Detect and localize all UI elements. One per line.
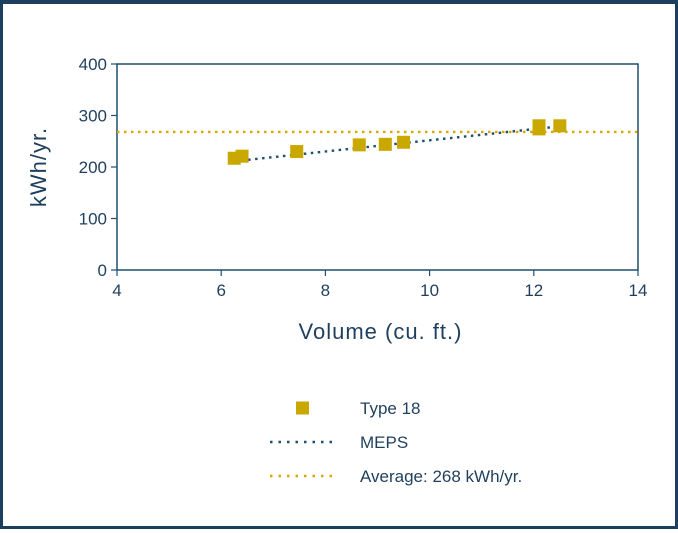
- legend-marker-0: [296, 401, 309, 415]
- x-tick-label: 8: [321, 281, 330, 300]
- y-tick-label: 300: [79, 107, 107, 126]
- chart: 0 100 200 300 400 4 6 8 10 12 14 kWh/yr. Volume (…: [26, 55, 647, 486]
- y-tick-label: 400: [79, 55, 107, 74]
- x-tick-label: 4: [112, 281, 121, 300]
- legend: Type 18 MEPS Average: 268 kWh/yr.: [270, 399, 522, 486]
- y-tick-label: 0: [98, 261, 107, 280]
- plot-area: [116, 63, 639, 271]
- x-axis-title: Volume (cu. ft.): [299, 319, 463, 344]
- x-axis-ticks: 4 6 8 10 12 14: [112, 270, 647, 300]
- series-points: [227, 119, 567, 165]
- y-tick-label: 200: [79, 158, 107, 177]
- data-point: [290, 145, 304, 159]
- x-tick-label: 12: [524, 281, 543, 300]
- data-point: [352, 138, 366, 152]
- series-lines: [117, 125, 638, 163]
- legend-label-0: Type 18: [360, 399, 421, 418]
- x-tick-label: 10: [420, 281, 439, 300]
- legend-label-1: MEPS: [360, 433, 408, 452]
- y-tick-label: 100: [79, 210, 107, 229]
- x-tick-label: 6: [216, 281, 225, 300]
- data-point: [378, 137, 392, 151]
- y-axis-title: kWh/yr.: [26, 127, 51, 207]
- y-axis-ticks: 0 100 200 300 400: [79, 55, 117, 280]
- data-point: [235, 149, 249, 163]
- data-point: [397, 135, 411, 149]
- data-point: [532, 119, 546, 133]
- x-tick-label: 14: [629, 281, 648, 300]
- data-point: [553, 119, 567, 133]
- legend-label-2: Average: 268 kWh/yr.: [360, 467, 522, 486]
